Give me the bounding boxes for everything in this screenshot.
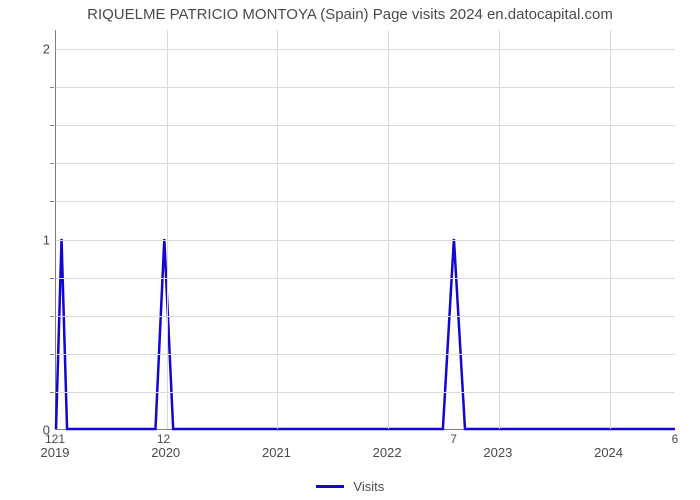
x-gridline [388,30,389,429]
y-minor-tick [50,201,54,202]
visits-line [56,30,675,429]
data-point-label: 121 [45,432,65,446]
y-tick-label: 2 [43,42,50,57]
y-minor-gridline [56,278,675,279]
legend-label: Visits [353,479,384,494]
y-minor-gridline [56,354,675,355]
y-minor-gridline [56,316,675,317]
y-tick-label: 1 [43,232,50,247]
x-tick-label: 2024 [594,445,623,460]
x-tick-label: 2021 [262,445,291,460]
chart-container: RIQUELME PATRICIO MONTOYA (Spain) Page v… [0,0,700,500]
data-point-label: 12 [157,432,170,446]
y-minor-gridline [56,125,675,126]
y-minor-tick [50,125,54,126]
y-minor-tick [50,354,54,355]
y-minor-gridline [56,201,675,202]
data-point-label: 6 [672,432,679,446]
chart-title: RIQUELME PATRICIO MONTOYA (Spain) Page v… [0,6,700,23]
y-minor-tick [50,87,54,88]
y-minor-tick [50,278,54,279]
x-tick-label: 2023 [483,445,512,460]
data-point-label: 7 [450,432,457,446]
y-minor-tick [50,392,54,393]
x-gridline [499,30,500,429]
legend: Visits [0,478,700,494]
y-gridline [56,49,675,50]
y-minor-gridline [56,163,675,164]
legend-swatch [316,485,344,488]
y-minor-gridline [56,87,675,88]
y-gridline [56,240,675,241]
y-minor-tick [50,163,54,164]
x-gridline [167,30,168,429]
plot-area [55,30,675,430]
y-minor-gridline [56,392,675,393]
x-tick-label: 2019 [41,445,70,460]
x-gridline [610,30,611,429]
y-minor-tick [50,316,54,317]
x-tick-label: 2020 [151,445,180,460]
x-tick-label: 2022 [373,445,402,460]
x-gridline [277,30,278,429]
